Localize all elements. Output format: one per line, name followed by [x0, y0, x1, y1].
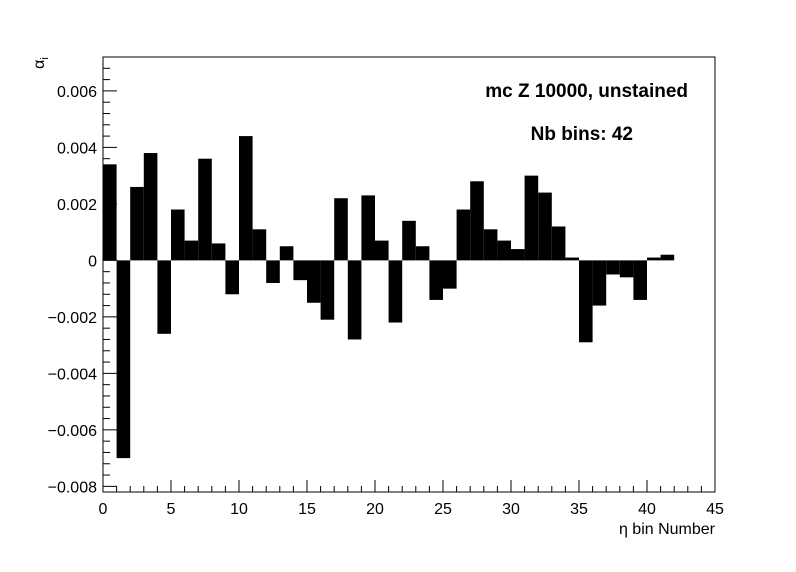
- bar: [171, 209, 185, 261]
- y-tick-label: 0: [88, 253, 97, 270]
- bar: [375, 240, 389, 261]
- bar: [320, 260, 335, 320]
- y-axis: −0.008 −0.006 −0.004 −0.002 0 0.002 0.004 0.006: [48, 56, 117, 496]
- bar: [157, 260, 171, 334]
- bar: [293, 260, 307, 281]
- bar: [565, 257, 579, 261]
- y-tick-label: 0.002: [57, 197, 97, 214]
- bar: [429, 260, 443, 300]
- y-tick-label: −0.008: [48, 479, 97, 496]
- bar: [497, 240, 511, 261]
- x-tick-label: 25: [434, 501, 452, 518]
- bar: [633, 260, 647, 300]
- bar: [551, 226, 566, 261]
- annotation-sample: mc Z 10000, unstained: [485, 81, 688, 102]
- y-axis-title-subscript: i: [39, 57, 51, 59]
- bar: [415, 246, 430, 261]
- x-tick-label: 20: [366, 501, 384, 518]
- bar: [130, 186, 144, 261]
- bar: [184, 240, 199, 261]
- bar: [456, 209, 471, 261]
- bar: [579, 260, 593, 343]
- bars-group: [103, 136, 675, 459]
- x-tick-label: 40: [638, 501, 656, 518]
- bar: [252, 229, 267, 261]
- bar: [402, 220, 416, 261]
- y-axis-title-main: αi: [31, 57, 51, 69]
- x-tick-label: 30: [502, 501, 520, 518]
- bar: [266, 260, 280, 283]
- y-tick-label: −0.006: [48, 423, 97, 440]
- annotation-bin-count: Nb bins: 42: [531, 124, 633, 145]
- x-tick-label: 35: [570, 501, 588, 518]
- bar: [483, 229, 498, 261]
- bar: [470, 181, 484, 261]
- x-tick-label: 10: [230, 501, 248, 518]
- x-tick-label: 0: [99, 501, 108, 518]
- x-axis-title: η bin Number: [619, 521, 716, 538]
- bar: [592, 260, 607, 306]
- bar: [538, 192, 552, 261]
- bar: [388, 260, 403, 323]
- bar: [211, 243, 226, 261]
- bar: [279, 246, 294, 261]
- y-tick-label: 0.004: [57, 140, 97, 157]
- bar: [361, 195, 375, 261]
- plot-frame: [102, 56, 716, 493]
- y-tick-label: −0.004: [48, 366, 97, 383]
- x-tick-label: 15: [298, 501, 316, 518]
- bar: [660, 254, 675, 261]
- bar: [606, 260, 620, 275]
- x-tick-label: 45: [706, 501, 724, 518]
- bar: [511, 249, 525, 261]
- bar: [103, 164, 117, 261]
- bar: [334, 198, 348, 261]
- y-tick-label: 0.006: [57, 84, 97, 101]
- bar: [524, 175, 539, 261]
- bar: [225, 260, 239, 295]
- bar: [443, 260, 457, 289]
- bar: [198, 158, 212, 261]
- bar: [347, 260, 362, 340]
- y-axis-title: αi: [31, 57, 51, 69]
- x-tick-label: 5: [167, 501, 176, 518]
- bar: [116, 260, 131, 459]
- bar: [239, 136, 253, 261]
- bar: [307, 260, 321, 303]
- bar: [647, 257, 661, 261]
- y-tick-label: −0.002: [48, 310, 97, 327]
- bar: [619, 260, 634, 278]
- x-axis: 0 5 10 15 20 25 30 35 40 45: [99, 480, 724, 518]
- y-axis-title-symbol: α: [31, 60, 48, 69]
- bar: [143, 153, 158, 261]
